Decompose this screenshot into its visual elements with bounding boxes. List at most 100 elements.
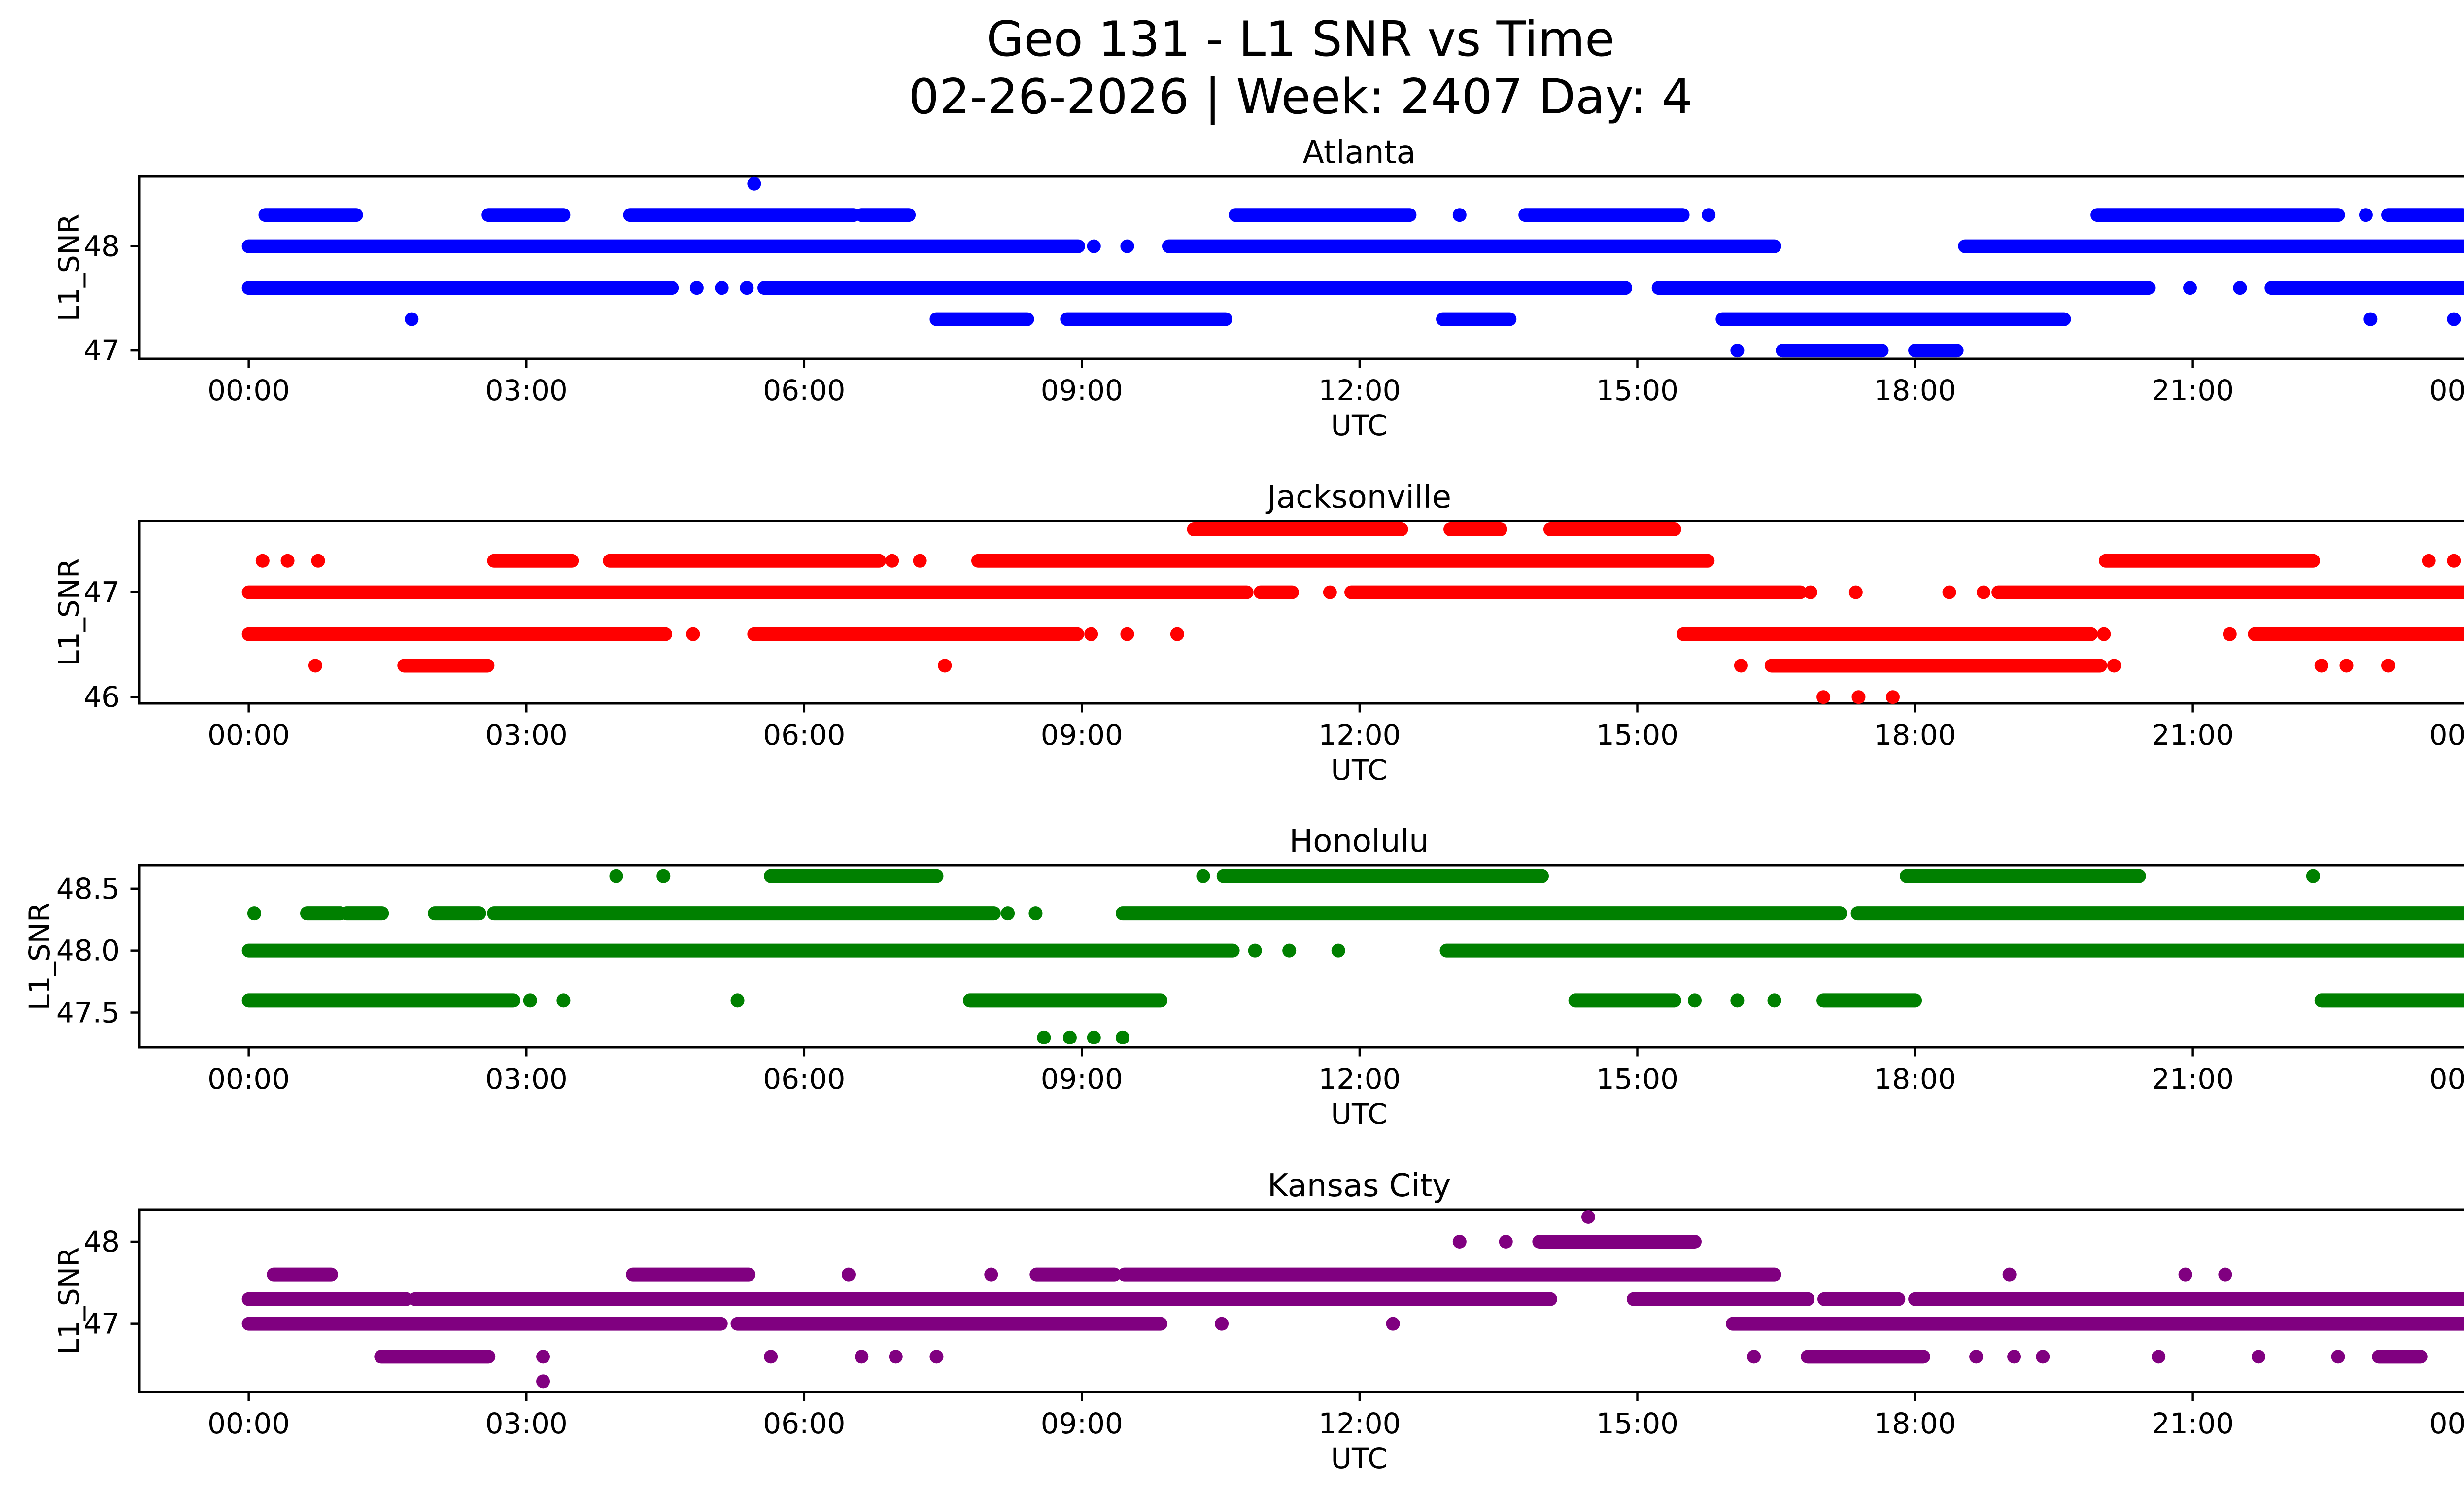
x-tick-label: 03:00 [485,718,568,752]
scatter-point [764,1350,778,1364]
scatter-point [715,281,729,295]
scatter-point [2007,1350,2021,1364]
scatter-point [1977,585,1991,599]
scatter-point [1386,1317,1400,1331]
scatter-point [311,554,325,568]
scatter-point [740,281,754,295]
scatter-point [1702,208,1716,222]
y-tick-label: 47.5 [56,996,120,1030]
scatter-point [536,1374,550,1389]
scatter-point [938,659,952,673]
scatter-point [2359,208,2373,222]
x-tick-label: 18:00 [1874,1407,1956,1440]
scatter-point [2218,1267,2232,1282]
subplot-kansas-city: 00:00 03:00 06:00 09:00 12:00 15:00 18:00 21:00… [52,1208,2464,1475]
scatter-point [747,176,761,191]
x-tick-label: 03:00 [485,374,568,407]
x-axis-label: UTC [1331,409,1388,442]
scatter-band [1344,585,1808,599]
scatter-band [300,906,347,921]
scatter-band [963,993,1168,1008]
scatter-point [1282,943,1297,958]
scatter-band [258,208,363,222]
scatter-point [1084,627,1098,641]
figure-title: Geo 131 - L1 SNR vs Time 02-26-2026 | We… [0,11,2464,126]
scatter-point [2331,1350,2345,1364]
x-tick-label: 06:00 [763,1062,845,1096]
scatter-point [405,312,419,326]
scatter-band [1443,522,1507,537]
scatter-point [1120,239,1134,253]
x-tick-label: 21:00 [2152,374,2234,407]
scatter-band [971,554,1715,568]
y-tick-label: 46 [83,680,120,714]
scatter-band [1726,1317,2464,1331]
scatter-point [841,1267,856,1282]
scatter-band [241,627,673,641]
scatter-band [2372,1350,2428,1364]
scatter-point [730,993,745,1008]
scatter-point [1885,690,1900,704]
x-tick-label: 15:00 [1596,1062,1678,1096]
x-tick-label: 18:00 [1874,1062,1956,1096]
scatter-band [1568,993,1681,1008]
scatter-point [1730,993,1745,1008]
scatter-band [241,239,1085,253]
scatter-point [2178,1267,2192,1282]
subplot-atlanta: 00:00 03:00 06:00 09:00 12:00 15:00 18:00 21:00… [52,175,2464,442]
scatter-point [1087,1030,1101,1044]
scatter-band [1651,281,2156,295]
scatter-point [1942,585,1956,599]
scatter-band [2248,627,2464,641]
scatter-band [487,906,1001,921]
scatter-band [2264,281,2464,295]
scatter-band [481,208,571,222]
scatter-point [609,869,623,883]
scatter-point [2447,312,2461,326]
scatter-point [689,281,704,295]
scatter-point [1581,1210,1595,1224]
scatter-band [1801,1350,1930,1364]
axes-frame-jacksonville [138,520,2464,705]
scatter-band [1162,239,1781,253]
x-axis-label: UTC [1331,1097,1388,1131]
scatter-band [241,1292,413,1306]
x-tick-label: 00:00 [2430,1407,2464,1440]
x-tick-label: 00:00 [207,1062,290,1096]
scatter-band [747,627,1084,641]
scatter-point [2381,659,2396,673]
x-tick-label: 12:00 [1318,718,1401,752]
scatter-band [428,906,486,921]
scatter-band [855,208,916,222]
scatter-band [764,869,944,883]
scatter-band [1216,869,1549,883]
scatter-band [1253,585,1299,599]
subplot-jacksonville: 00:00 03:00 06:00 09:00 12:00 15:00 18:00 21:00… [52,520,2464,787]
scatter-band [267,1267,338,1282]
y-axis-label: L1_SNR [52,558,86,666]
scatter-point [1028,906,1043,921]
axes-frame-atlanta [138,175,2464,360]
x-tick-label: 15:00 [1596,374,1678,407]
x-tick-label: 00:00 [207,1407,290,1440]
scatter-band [1677,627,2098,641]
scatter-point [280,554,295,568]
scatter-point [1001,906,1015,921]
scatter-point [913,554,927,568]
scatter-point [2422,554,2436,568]
x-tick-label: 00:00 [2430,374,2464,407]
x-tick-label: 00:00 [207,718,290,752]
x-tick-label: 09:00 [1041,1062,1123,1096]
scatter-point [656,869,671,883]
scatter-band [241,943,1240,958]
y-tick-label: 47 [83,576,120,609]
x-tick-label: 12:00 [1318,1062,1401,1096]
scatter-band [1816,993,1922,1008]
x-tick-label: 00:00 [2430,718,2464,752]
scatter-point [1331,943,1345,958]
scatter-band [1991,585,2464,599]
y-axis-label: L1_SNR [52,214,86,322]
scatter-point [1196,869,1210,883]
scatter-band [241,585,1254,599]
scatter-band [1229,208,1417,222]
